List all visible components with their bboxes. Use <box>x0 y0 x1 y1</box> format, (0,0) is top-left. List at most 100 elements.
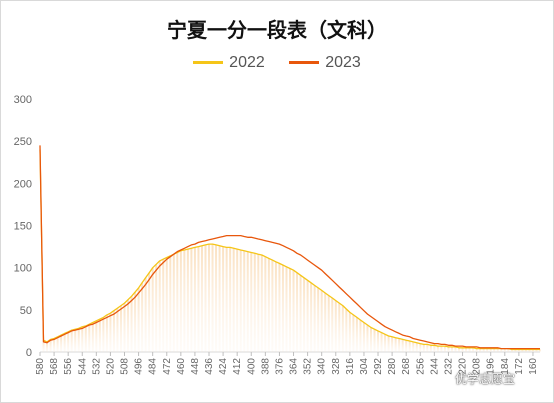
area-bar <box>169 255 172 352</box>
legend-item-2022: 2022 <box>193 54 265 72</box>
area-bar <box>278 263 281 352</box>
y-tick-label: 250 <box>14 136 32 148</box>
x-tick-label: 544 <box>77 358 88 375</box>
area-bar <box>373 329 376 352</box>
area-bar <box>465 347 468 352</box>
area-bar <box>162 259 165 352</box>
area-bar <box>528 349 531 352</box>
area-bar <box>486 348 489 352</box>
area-bar <box>229 247 232 352</box>
area-bar <box>141 282 144 352</box>
area-bar <box>274 261 277 352</box>
area-bar <box>222 246 225 352</box>
chart-legend: 2022 2023 <box>0 54 554 72</box>
area-bar <box>521 349 524 352</box>
x-tick-label: 448 <box>190 358 201 375</box>
area-bar <box>310 282 313 352</box>
area-bar <box>81 326 84 352</box>
area-bar <box>482 348 485 352</box>
area-bar <box>63 333 66 352</box>
x-axis: 580 568 556 544 532 520 508 496 484 472 460 448 436 4… <box>35 351 540 375</box>
area-bar <box>144 277 147 352</box>
area-bar <box>246 251 249 352</box>
area-bar <box>102 317 105 352</box>
area-bar <box>510 349 513 352</box>
x-tick-label: 232 <box>443 358 454 375</box>
area-bar <box>218 245 221 352</box>
x-tick-label: 184 <box>500 358 511 375</box>
x-tick-label: 376 <box>274 358 285 375</box>
area-bar <box>151 267 154 352</box>
area-bar <box>362 322 365 352</box>
series-line-2022 <box>39 149 540 351</box>
area-bar <box>472 347 475 352</box>
area-bar <box>158 260 161 352</box>
area-bar <box>98 319 101 352</box>
x-tick-label: 280 <box>387 358 398 375</box>
area-bar <box>165 257 168 352</box>
area-bar <box>123 303 126 352</box>
area-bar <box>401 339 404 352</box>
area-bar <box>429 345 432 352</box>
area-bar <box>303 277 306 352</box>
area-bar <box>130 296 133 352</box>
area-bar <box>179 250 182 352</box>
area-bar <box>387 335 390 352</box>
area-bar <box>539 349 541 352</box>
area-bar <box>496 348 499 352</box>
area-bar <box>433 345 436 352</box>
area-bar <box>500 348 503 352</box>
area-bar <box>517 349 520 352</box>
legend-label-2023: 2023 <box>325 54 361 71</box>
area-bar <box>313 285 316 352</box>
area-bar <box>398 338 401 352</box>
area-bar <box>489 348 492 352</box>
line-layer <box>39 145 540 351</box>
watermark-text: 优学志愿宝 <box>455 372 516 386</box>
area-bar <box>186 249 189 352</box>
area-bar <box>49 339 52 352</box>
area-bar <box>215 244 218 352</box>
area-bar <box>461 347 464 352</box>
x-tick-label: 292 <box>373 358 384 375</box>
area-bar <box>253 253 256 352</box>
area-bar <box>317 287 320 352</box>
x-tick-label: 568 <box>49 358 60 375</box>
area-bar <box>324 292 327 352</box>
y-tick-label: 50 <box>20 305 32 317</box>
x-tick-label: 436 <box>204 358 215 375</box>
area-bar <box>422 344 425 352</box>
area-bar <box>458 347 461 352</box>
area-layer <box>42 244 541 352</box>
area-bar <box>450 346 453 352</box>
area-bar <box>306 280 309 352</box>
x-tick-label: 412 <box>232 358 243 375</box>
y-tick-label: 100 <box>14 263 32 275</box>
area-bar <box>493 348 496 352</box>
area-bar <box>204 244 207 352</box>
area-bar <box>236 249 239 352</box>
area-bar <box>95 320 98 352</box>
area-bar <box>408 341 411 352</box>
legend-item-2023: 2023 <box>289 54 361 72</box>
x-tick-label: 172 <box>514 358 525 375</box>
area-bar <box>285 266 288 352</box>
area-bar <box>479 348 482 352</box>
y-tick-label: 300 <box>14 94 32 106</box>
area-bar <box>260 255 263 352</box>
area-bar <box>74 329 77 352</box>
area-bar <box>60 335 63 352</box>
area-bar <box>341 305 344 352</box>
x-tick-label: 340 <box>317 358 328 375</box>
x-tick-label: 496 <box>134 358 145 375</box>
area-bar <box>271 260 274 352</box>
area-bar <box>348 312 351 352</box>
area-bar <box>116 308 119 352</box>
area-bar <box>84 325 87 352</box>
area-bar <box>239 249 242 352</box>
x-tick-label: 364 <box>289 358 300 375</box>
area-bar <box>105 314 108 352</box>
area-bar <box>524 349 527 352</box>
area-bar <box>148 272 151 352</box>
area-bar <box>91 322 94 352</box>
